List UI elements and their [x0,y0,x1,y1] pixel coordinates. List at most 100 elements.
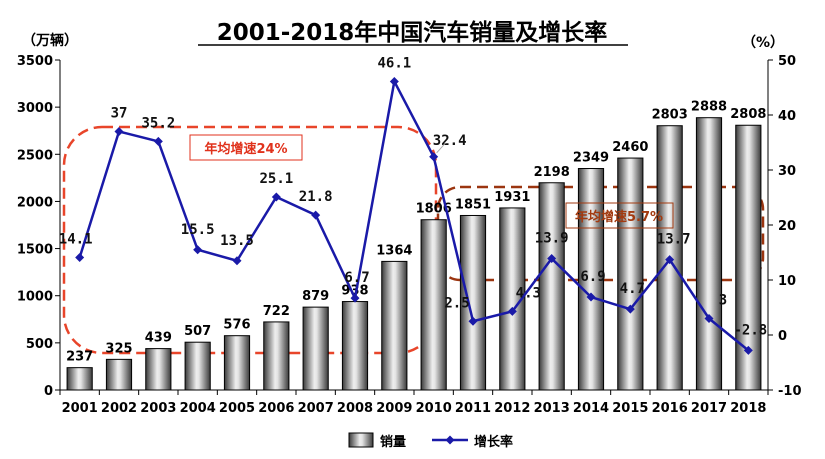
bar [184,341,211,391]
right-tick-label: 30 [778,164,796,179]
legend-label: 销量 [380,434,406,450]
x-tick-label: 2004 [180,401,216,416]
growth-rate-point [75,252,85,262]
right-axis-ticks: -10 0 10 20 30 40 50 [768,54,802,399]
growth-rate-point [350,293,360,303]
legend: 销量 增长率 [348,432,513,450]
x-tick-label: 2005 [219,401,255,416]
x-tick-label: 2015 [612,401,648,416]
growth-rate-point [625,304,635,314]
x-tick-label: 2003 [140,401,176,416]
growth-rate-point [507,306,517,316]
left-tick-label: 2500 [17,148,53,163]
annotation-label: 年均增速5.7% [575,209,663,225]
growth-rate-point [271,192,281,202]
growth-rate-label: 14.1 [59,231,93,247]
x-tick-label: 2006 [258,401,294,416]
right-tick-label: -10 [778,384,802,399]
bar [695,117,723,391]
x-tick-label: 2007 [298,401,334,416]
bar [302,306,329,391]
growth-rate-label: 21.8 [299,189,333,205]
annotation-label: 年均增速24% [204,141,287,157]
bar-value-label: 1851 [455,197,491,212]
growth-rate-point [389,76,399,86]
right-tick-label: 10 [778,274,796,289]
bar [105,358,133,391]
bar [656,125,683,391]
growth-rate-label: 37 [111,106,128,122]
x-tick-label: 2008 [337,401,373,416]
growth-rate-label: 4.7 [620,281,645,297]
bar-value-label: 1931 [494,190,530,205]
chart-title: 2001-2018年中国汽车销量及增长率 [217,19,608,46]
growth-rate-line [78,77,750,352]
bar-value-label: 2460 [612,140,648,155]
growth-rate-point [153,136,163,146]
bar-value-label: 1364 [376,243,412,258]
growth-rate-label: 3 [719,293,727,309]
bar-value-label: 507 [184,324,211,339]
x-tick-label: 2011 [455,401,491,416]
growth-rate-point [547,254,557,264]
bar [381,260,408,391]
right-tick-label: 20 [778,219,796,234]
growth-rate-label: 13.7 [657,232,691,248]
left-tick-label: 500 [26,337,53,352]
bar [538,182,565,391]
right-tick-label: 40 [778,109,796,124]
x-tick-label: 2014 [573,401,609,416]
right-tick-label: 0 [778,329,787,344]
line-series [75,76,753,355]
growth-rate-point [311,210,321,220]
growth-rate-label: 13.5 [220,233,254,249]
bar-series [66,117,762,391]
left-tick-label: 1000 [17,290,53,305]
growth-rate-label: -2.8 [733,322,767,338]
growth-rate-label: 15.5 [181,222,215,238]
growth-rate-point [468,316,478,326]
bar-value-label: 2349 [573,151,609,166]
growth-rate-point [586,292,596,302]
bar-labels: 237 325 439 507 576 722 879 938 1364 1806 18511931… [66,100,766,365]
bar-value-label: 237 [66,350,93,365]
bar-value-label: 439 [145,331,172,346]
left-tick-label: 0 [44,384,53,399]
right-axis-unit: （%） [742,35,784,51]
growth-rate-point [232,256,242,266]
x-tick-label: 2002 [101,401,137,416]
left-tick-label: 1500 [17,243,53,258]
bar [223,335,251,391]
legend-bar-swatch [348,432,374,448]
annotation-label-box [565,202,674,229]
left-tick-label: 3500 [17,54,53,69]
bar-value-label: 325 [105,341,132,356]
growth-rate-label: 13.9 [535,231,569,247]
line-point-labels: 14.1 37 35.2 15.5 13.5 25.1 21.8 6.7 46.1 32.4 2.5… [59,55,767,338]
x-tick-label: 2009 [376,401,412,416]
growth-rate-point [114,127,124,136]
x-tick-label: 2013 [534,401,570,416]
growth-rate-label: 4.3 [516,285,541,301]
right-tick-label: 50 [778,54,796,69]
annotation-texts: 年均增速24% 年均增速5.7% [189,134,674,229]
bar-value-label: 938 [341,284,368,299]
growth-rate-point [193,245,203,255]
growth-rate-point [429,152,439,162]
bar-value-label: 2803 [652,108,688,123]
growth-rate-label: 25.1 [259,171,293,187]
bar-value-label: 1806 [416,202,452,217]
bar-value-label: 2888 [691,100,727,115]
legend-label: 增长率 [474,434,513,450]
x-tick-label: 2017 [691,401,727,416]
growth-rate-point [704,314,714,323]
bar [420,219,447,391]
left-tick-label: 3000 [17,101,53,116]
x-tick-label: 2018 [730,401,766,416]
bar [263,321,290,391]
bar-value-label: 576 [223,318,250,333]
growth-rate-label: 46.1 [377,55,411,71]
left-axis-unit: （万辆） [22,32,78,49]
growth-rate-label: 32.4 [433,133,467,149]
